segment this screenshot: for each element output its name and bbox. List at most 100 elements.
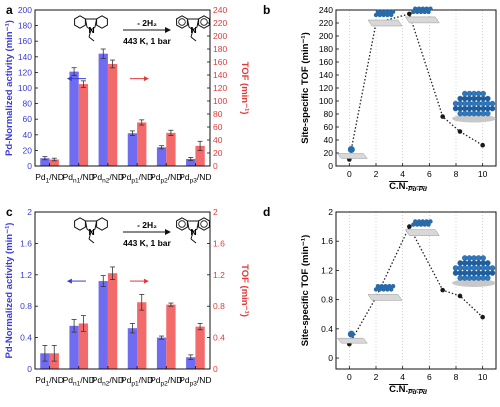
x-tick-label: Pdn1/ND bbox=[63, 172, 95, 185]
y-left-tick-label: 1.2 bbox=[20, 270, 32, 280]
pd-atom bbox=[413, 6, 418, 11]
y-left-tick-label: 140 bbox=[18, 52, 32, 62]
ethyl-bond bbox=[88, 231, 92, 240]
reaction-arrowhead bbox=[165, 27, 171, 33]
y-left-tick-label: 200 bbox=[18, 5, 32, 15]
y-tick-label: 1.6 bbox=[321, 236, 333, 246]
bar-right-1 bbox=[78, 84, 89, 166]
ring bbox=[84, 220, 98, 233]
bar-left-0 bbox=[40, 158, 50, 166]
bar-left-2 bbox=[98, 53, 108, 166]
left-axis-pointer-head bbox=[66, 278, 72, 284]
pd-atom bbox=[414, 9, 420, 15]
ethyl-bond bbox=[190, 36, 197, 42]
x-tick-label: 8 bbox=[454, 372, 459, 382]
y-tick-label: 100 bbox=[319, 96, 333, 106]
pd-atom bbox=[457, 265, 463, 271]
y-right-tick-label: 20 bbox=[213, 148, 223, 158]
y-axis-label: Site-specific TOF (min⁻¹) bbox=[300, 32, 311, 143]
y-right-axis-label: TOF (min⁻¹) bbox=[239, 62, 250, 115]
error-bar-left-5 bbox=[188, 354, 194, 360]
ethyl-bond bbox=[190, 231, 194, 240]
raft-cluster-image bbox=[367, 284, 403, 301]
bar-right-4 bbox=[166, 304, 176, 369]
single-atom-image bbox=[336, 146, 368, 159]
data-point-2 bbox=[407, 11, 412, 17]
error-bar-left-5 bbox=[188, 157, 194, 161]
ring bbox=[84, 18, 98, 31]
pd-atom bbox=[373, 287, 379, 292]
bar-left-2 bbox=[98, 281, 108, 369]
x-tick-label: 6 bbox=[427, 169, 432, 179]
pd-atom bbox=[462, 95, 468, 102]
ring bbox=[198, 15, 210, 29]
panel-b: 0 20 40 60 80 100 120 140 160 180 200 220 240 0 2 4 6 8 10… bbox=[300, 5, 497, 193]
data-point-4 bbox=[457, 293, 463, 299]
y-right-tick-label: 180 bbox=[213, 44, 227, 54]
pd-atom bbox=[466, 265, 473, 271]
error-bar-left-0 bbox=[42, 345, 48, 362]
panel-c: 0 0.4 0.8 1.2 1.6 2 0 0.4 0.8 1.2 1.6 2 Pd1/NDPdn1/N… bbox=[4, 207, 250, 388]
pd-atom bbox=[466, 95, 473, 102]
pd-atom bbox=[471, 270, 477, 276]
reaction-text: - 2H₂ bbox=[137, 220, 157, 230]
error-bar-left-4 bbox=[159, 335, 165, 340]
pd-atom bbox=[466, 110, 473, 117]
error-bar-left-4 bbox=[159, 145, 165, 150]
pd-atom bbox=[475, 90, 482, 97]
plot-frame bbox=[34, 9, 211, 167]
error-bar-left-1 bbox=[71, 67, 77, 76]
ethyl-bond bbox=[190, 238, 197, 244]
x-tick-label: Pdp3/ND bbox=[179, 375, 211, 388]
pd-atom bbox=[466, 270, 473, 276]
y-tick-label: 20 bbox=[324, 148, 334, 158]
pd-atom bbox=[424, 219, 429, 224]
reaction-conditions: 443 K, 1 bar bbox=[123, 36, 171, 46]
pd-atom bbox=[489, 265, 496, 271]
pd-atom bbox=[489, 105, 496, 112]
nitrogen-atom: N bbox=[89, 25, 95, 35]
pd-atom bbox=[457, 260, 463, 266]
pd-atom bbox=[485, 265, 491, 271]
y-right-tick-label: 120 bbox=[213, 83, 227, 93]
pd-atom bbox=[475, 255, 482, 261]
pd-atom bbox=[485, 270, 491, 276]
pd-atom bbox=[411, 9, 416, 15]
y-tick-label: 60 bbox=[324, 122, 334, 132]
pd-atom bbox=[387, 284, 392, 289]
pd-atom bbox=[375, 284, 381, 289]
pd-atom bbox=[452, 265, 459, 271]
pd-atom bbox=[390, 284, 396, 289]
raft-cluster-image bbox=[367, 9, 403, 27]
left-axis-pointer-head bbox=[66, 76, 72, 82]
bar-left-1 bbox=[69, 325, 79, 369]
y-right-tick-label: 60 bbox=[213, 122, 223, 132]
pd-atom bbox=[377, 12, 382, 18]
y-left-tick-label: 40 bbox=[23, 130, 33, 140]
bar-left-3 bbox=[127, 328, 138, 369]
pd-atom bbox=[480, 95, 486, 102]
error-bar-left-3 bbox=[129, 130, 135, 136]
y-right-tick-label: 200 bbox=[213, 31, 227, 41]
series-line bbox=[348, 13, 484, 160]
y-left-tick-label: 0 bbox=[27, 161, 32, 171]
product-molecule: N bbox=[176, 15, 210, 42]
pd-atom bbox=[489, 100, 496, 107]
pd-atom bbox=[389, 12, 394, 18]
ethyl-bond bbox=[88, 36, 95, 42]
pd-atom bbox=[426, 222, 431, 227]
ethyl-bond bbox=[88, 238, 95, 244]
y-right-tick-label: 1.2 bbox=[213, 270, 225, 280]
bar-right-5 bbox=[195, 145, 205, 166]
x-tick-label: 10 bbox=[478, 372, 488, 382]
ring bbox=[74, 15, 86, 29]
pd-atom bbox=[462, 265, 468, 271]
y-right-tick-label: 160 bbox=[213, 57, 227, 67]
x-tick-label: Pd1/ND bbox=[35, 375, 64, 388]
pd-atom bbox=[471, 110, 477, 117]
y-left-tick-label: 0.8 bbox=[20, 301, 32, 311]
error-bar-right-4 bbox=[168, 129, 174, 136]
aromatic-ring bbox=[200, 220, 208, 228]
pd-atom bbox=[373, 12, 379, 18]
aromatic-ring bbox=[200, 18, 208, 26]
